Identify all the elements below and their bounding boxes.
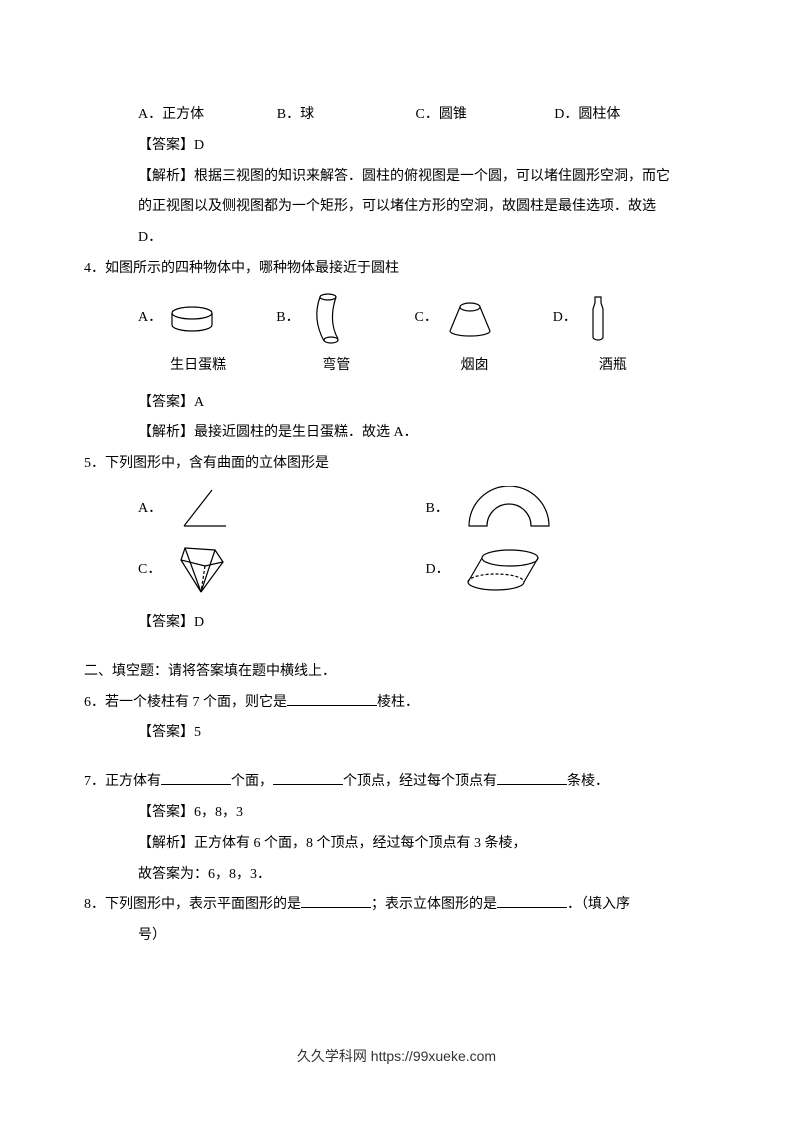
q4-opt-a-label: A．	[138, 303, 162, 334]
cake-icon	[168, 305, 216, 333]
q4-option-a: A．	[138, 303, 258, 334]
q3-analysis-line2: 的正视图以及侧视图都为一个矩形，可以堵住方形的空洞，故圆柱是最佳选项．故选 D．	[120, 192, 673, 254]
bottle-icon	[583, 295, 613, 343]
q4-labels-row: 生日蛋糕 弯管 烟囱 酒瓶	[120, 351, 673, 382]
blank	[497, 894, 567, 908]
q5-option-b: B．	[426, 486, 674, 532]
q8-stem-a: 8．下列图形中，表示平面图形的是	[84, 897, 301, 912]
q4-label-a: 生日蛋糕	[138, 351, 258, 382]
q4-analysis: 【解析】最接近圆柱的是生日蛋糕．故选 A．	[120, 418, 673, 449]
oblique-cylinder-icon	[460, 546, 544, 594]
q5-option-d: D．	[426, 546, 674, 594]
q6-stem-b: 棱柱．	[377, 695, 419, 710]
q4-stem: 4．如图所示的四种物体中，哪种物体最接近于圆柱	[84, 254, 673, 285]
q4-label-c: 烟囱	[415, 351, 535, 382]
blank	[287, 692, 377, 706]
q5-opt-b-label: B．	[426, 494, 449, 525]
q4-options-row: A． B． C． D．	[120, 291, 673, 347]
q6-stem-a: 6．若一个棱柱有 7 个面，则它是	[84, 695, 287, 710]
q6-stem: 6．若一个棱柱有 7 个面，则它是 棱柱．	[84, 688, 673, 719]
q3-analysis-line1: 【解析】根据三视图的知识来解答．圆柱的俯视图是一个圆，可以堵住圆形空洞，而它	[120, 162, 673, 193]
blank	[301, 894, 371, 908]
q5-option-a: A．	[138, 486, 386, 532]
q3-option-a: A．正方体	[138, 100, 257, 131]
q5-answer: 【答案】D	[120, 608, 673, 639]
q4-label-b: 弯管	[276, 351, 396, 382]
q3-option-b: B．球	[277, 100, 396, 131]
q7-soanswer: 故答案为：6，8，3．	[120, 860, 673, 891]
q4-option-b: B．	[276, 291, 396, 347]
q8-stem-b: ；表示立体图形的是	[371, 897, 497, 912]
q3-option-d: D．圆柱体	[554, 100, 673, 131]
q7-stem-d: 条棱．	[567, 774, 609, 789]
q8-stem-c: ．（填入序	[567, 897, 630, 912]
arch-icon	[459, 486, 559, 532]
q4-opt-c-label: C．	[415, 303, 438, 334]
q7-stem-b: 个面，	[231, 774, 273, 789]
q4-opt-b-label: B．	[276, 303, 299, 334]
section2-heading: 二、填空题：请将答案填在题中横线上．	[84, 657, 673, 688]
q4-answer: 【答案】A	[120, 388, 673, 419]
blank	[273, 771, 343, 785]
q7-stem-c: 个顶点，经过每个顶点有	[343, 774, 497, 789]
q4-option-d: D．	[553, 295, 673, 343]
q3-options-row: A．正方体 B．球 C．圆锥 D．圆柱体	[120, 100, 673, 131]
q6-answer: 【答案】5	[120, 718, 673, 749]
q8-stem-line1: 8．下列图形中，表示平面图形的是 ；表示立体图形的是 ．（填入序	[84, 890, 673, 921]
q4-label-d: 酒瓶	[553, 351, 673, 382]
q5-options-grid: A． B． C．	[120, 486, 673, 598]
blank	[161, 771, 231, 785]
q5-option-c: C．	[138, 542, 386, 598]
q7-answer: 【答案】6，8，3	[120, 798, 673, 829]
q5-opt-d-label: D．	[426, 555, 450, 586]
prism-icon	[171, 542, 231, 598]
q7-stem: 7．正方体有 个面， 个顶点，经过每个顶点有 条棱．	[84, 767, 673, 798]
q3-answer: 【答案】D	[120, 131, 673, 162]
page-footer: 久久学科网 https://99xueke.com	[0, 1041, 793, 1072]
q5-opt-c-label: C．	[138, 555, 161, 586]
q4-option-c: C．	[415, 299, 535, 339]
q7-analysis: 【解析】正方体有 6 个面，8 个顶点，经过每个顶点有 3 条棱，	[120, 829, 673, 860]
q5-stem: 5．下列图形中，含有曲面的立体图形是	[84, 449, 673, 480]
blank	[497, 771, 567, 785]
q5-opt-a-label: A．	[138, 494, 162, 525]
q3-option-c: C．圆锥	[416, 100, 535, 131]
chimney-icon	[444, 299, 496, 339]
q7-stem-a: 7．正方体有	[84, 774, 161, 789]
angle-icon	[172, 486, 232, 532]
q4-opt-d-label: D．	[553, 303, 577, 334]
bent-pipe-icon	[306, 291, 346, 347]
q8-stem-line2: 号）	[120, 921, 673, 952]
